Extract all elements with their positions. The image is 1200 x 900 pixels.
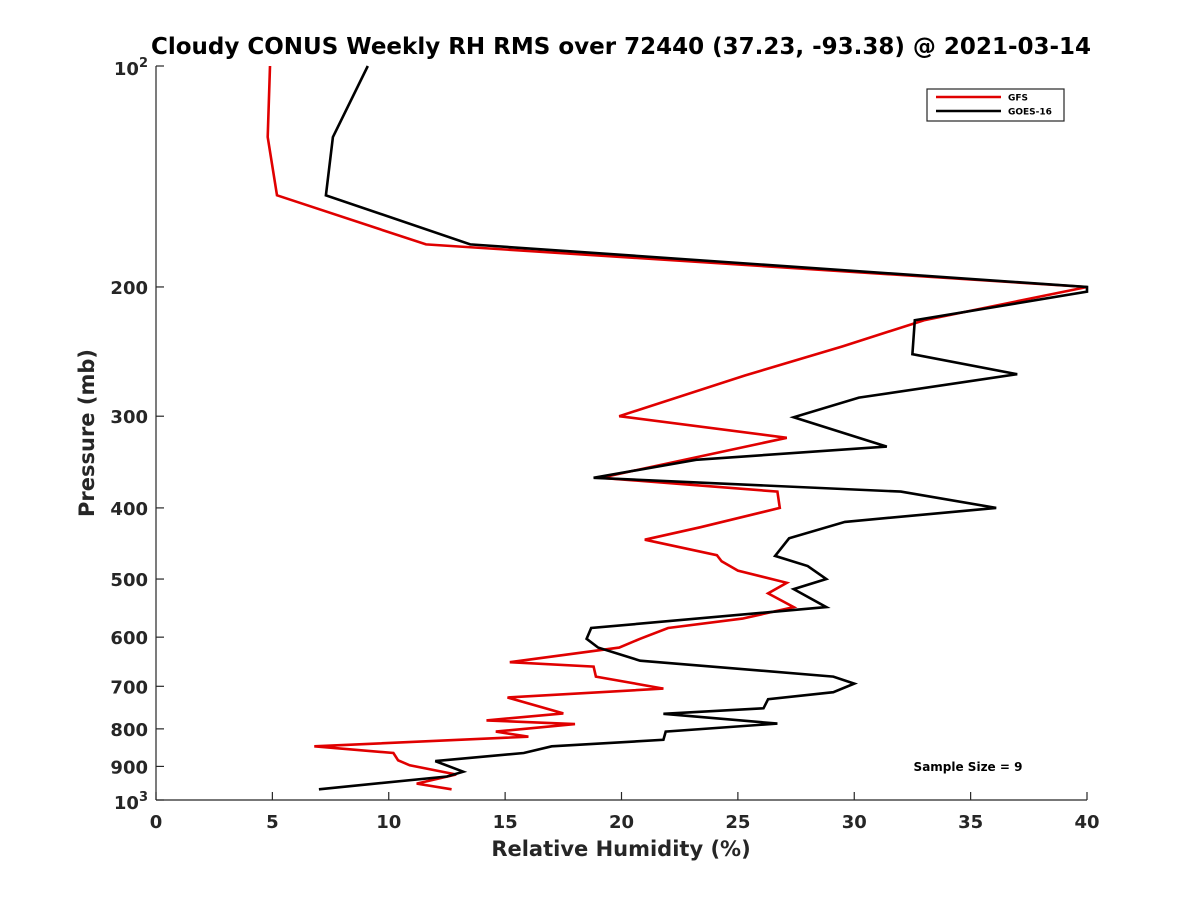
sample-size-annotation: Sample Size = 9 — [914, 760, 1023, 774]
series-line-goes-16 — [318, 65, 1089, 791]
y-tick-label: 400 — [110, 499, 148, 520]
x-ticks: 0 5 10 15 20 25 30 35 40 — [150, 792, 1100, 833]
y-tick-label: 600 — [110, 628, 148, 649]
x-axis-label: Relative Humidity (%) — [491, 837, 750, 861]
x-tick-label: 25 — [725, 812, 750, 833]
legend-label: GOES-16 — [1008, 108, 1052, 118]
x-tick-label: 5 — [266, 812, 279, 833]
series-layer — [266, 65, 1089, 791]
y-tick-label: 300 — [110, 407, 148, 428]
y-tick-label: 700 — [110, 677, 148, 698]
y-tick-label: 103 — [114, 790, 148, 814]
x-tick-label: 20 — [609, 812, 634, 833]
legend: GFS GOES-16 — [926, 88, 1065, 122]
y-tick-label: 200 — [110, 278, 148, 299]
x-tick-label: 15 — [493, 812, 518, 833]
y-ticks: 102 200 300 400 500 600 700 800 900 103 — [110, 56, 164, 814]
y-tick-label: 102 — [114, 56, 148, 80]
x-tick-label: 30 — [842, 812, 867, 833]
x-tick-label: 35 — [958, 812, 983, 833]
legend-box — [926, 88, 1065, 122]
legend-label: GFS — [1008, 94, 1028, 104]
y-tick-label: 900 — [110, 757, 148, 778]
y-tick-label: 800 — [110, 720, 148, 741]
y-axis-label: Pressure (mb) — [75, 349, 99, 517]
x-tick-label: 0 — [150, 812, 163, 833]
x-tick-label: 40 — [1074, 812, 1099, 833]
chart-title: Cloudy CONUS Weekly RH RMS over 72440 (3… — [151, 34, 1091, 60]
x-tick-label: 10 — [376, 812, 401, 833]
y-tick-label: 500 — [110, 570, 148, 591]
